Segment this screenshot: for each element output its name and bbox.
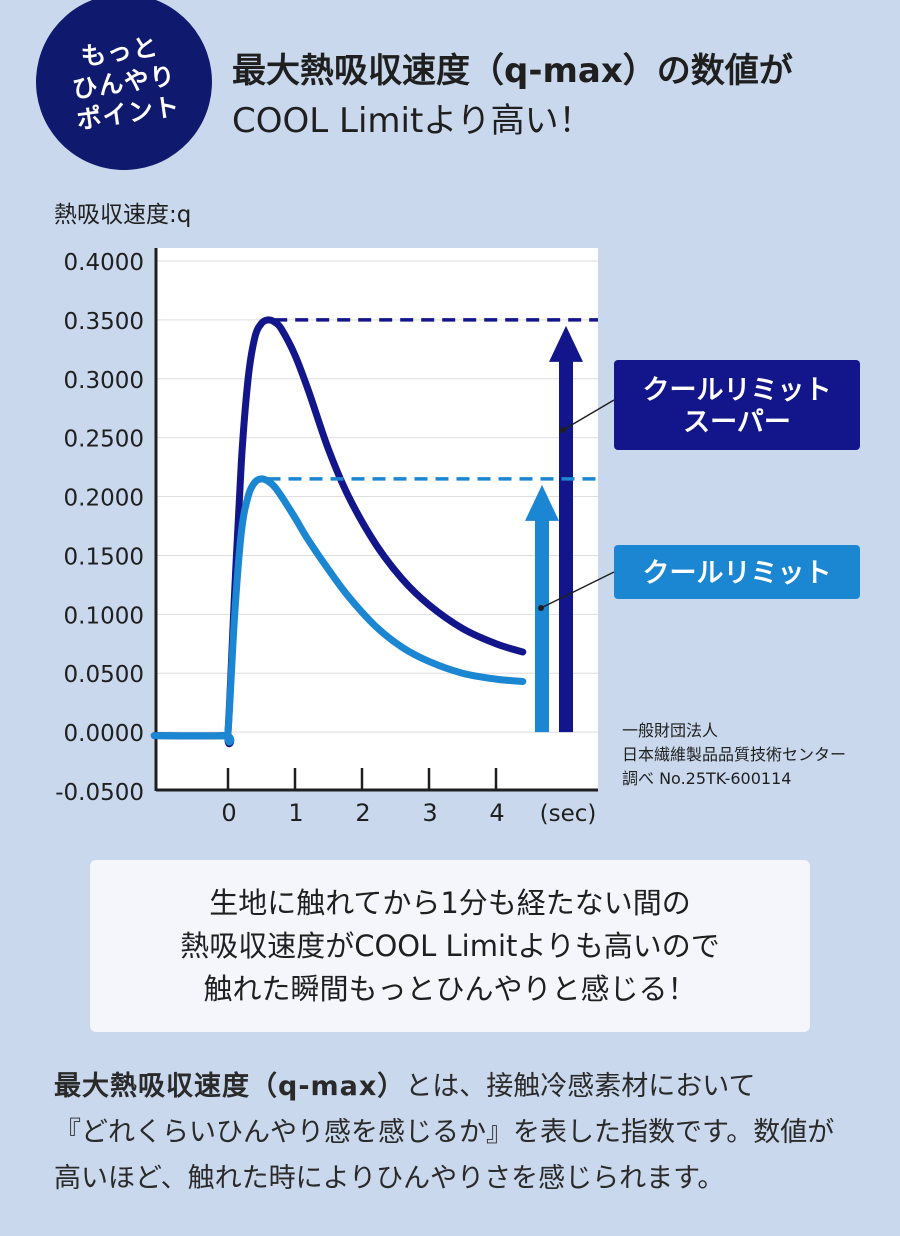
x-tick-label: 4 (489, 799, 504, 827)
series-label-box (614, 360, 860, 450)
y-tick-label: 0.0500 (64, 662, 144, 688)
y-tick-label: 0.3000 (64, 368, 144, 394)
series-label-text: クールリミット (643, 375, 832, 406)
y-tick-label: -0.0500 (55, 780, 144, 806)
series-line (150, 475, 527, 746)
source-note-line: 調べ No.25TK-600114 (622, 769, 791, 788)
headline-line2: COOL Limitより高い！ (232, 101, 593, 141)
y-tick-label: 0.2000 (64, 486, 144, 512)
callout-line: 触れた瞬間もっとひんやりと感じる！ (203, 971, 697, 1006)
description-line1: 最大熱吸収速度（q-max）とは、接触冷感素材において (54, 1064, 854, 1110)
source-note-line: 一般財団法人 (622, 721, 718, 740)
qmax-arrow-head (549, 325, 583, 362)
series-label-text: スーパー (683, 407, 791, 438)
headline-line1: 最大熱吸収速度（q-max）の数値が (232, 51, 793, 91)
y-tick-label: 0.1000 (64, 603, 144, 629)
heat-absorption-chart: 0.4000 0.3500 0.3000 0.2500 0.2000 0.1500 0.10… (54, 202, 860, 827)
description-line1-rest: とは、接触冷感素材において (405, 1071, 756, 1102)
qmax-arrow-shaft (559, 357, 573, 733)
y-tick-label: 0.3500 (64, 309, 144, 335)
y-tick-label: 0.0000 (64, 721, 144, 747)
y-tick-label: 0.1500 (64, 544, 144, 570)
label-connector (562, 399, 615, 431)
x-tick-label: 0 (221, 799, 236, 827)
y-axis-title: 熱吸収速度:q (54, 202, 191, 228)
description-line3: 高いほど、触れた時によりひんやりさを感じられます。 (54, 1163, 725, 1194)
qmax-arrow-head (525, 484, 559, 521)
x-tick-label: 3 (422, 799, 437, 827)
qmax-term: 最大熱吸収速度（q-max） (54, 1071, 406, 1102)
qmax-description: 最大熱吸収速度（q-max）とは、接触冷感素材において 『どれくらいひんやり感を… (54, 1064, 854, 1202)
hiyari-point-badge: もっと ひんやり ポイント (24, 0, 224, 182)
y-tick-label: 0.2500 (64, 427, 144, 453)
qmax-arrow-shaft (535, 516, 549, 733)
callout-line: 生地に触れてから1分も経たない間の (209, 885, 691, 920)
x-axis-unit: (sec) (540, 801, 597, 827)
summary-callout: 生地に触れてから1分も経たない間の 熱吸収速度がCOOL Limitよりも高いの… (90, 860, 810, 1032)
label-connector (540, 571, 615, 609)
connector-dot (538, 605, 544, 611)
description-line2: 『どれくらいひんやり感を感じるか』を表した指数です。数値が (54, 1117, 835, 1148)
y-tick-label: 0.4000 (64, 250, 144, 276)
x-tick-label: 1 (288, 799, 303, 827)
x-tick-label: 2 (355, 799, 370, 827)
callout-line: 熱吸収速度がCOOL Limitよりも高いので (180, 928, 720, 963)
connector-dot (560, 427, 566, 433)
source-note-line: 日本繊維製品品質技術センター (622, 745, 846, 764)
headline: 最大熱吸収速度（q-max）の数値が COOL Limitより高い！ (232, 46, 872, 146)
series-label-box (614, 545, 860, 599)
series-label-text: クールリミット (643, 558, 832, 589)
